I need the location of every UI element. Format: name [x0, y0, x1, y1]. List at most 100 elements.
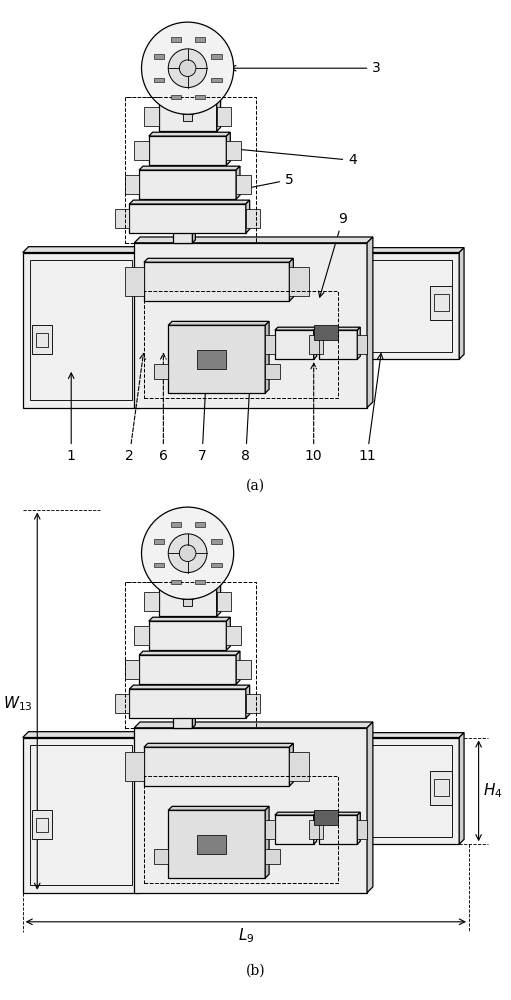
- Circle shape: [179, 60, 196, 76]
- Bar: [134, 728, 367, 893]
- Bar: [318, 815, 357, 844]
- Bar: [265, 849, 280, 864]
- Bar: [125, 97, 256, 243]
- Bar: [30, 260, 132, 400]
- Circle shape: [179, 545, 196, 561]
- Bar: [265, 364, 280, 379]
- Polygon shape: [22, 247, 145, 252]
- Bar: [212, 54, 222, 59]
- Bar: [36, 333, 49, 347]
- Bar: [32, 810, 52, 839]
- Bar: [154, 539, 164, 544]
- Polygon shape: [193, 172, 195, 243]
- Bar: [144, 291, 338, 398]
- Bar: [134, 626, 149, 645]
- Polygon shape: [275, 812, 317, 815]
- Bar: [246, 694, 260, 713]
- Bar: [171, 37, 181, 42]
- Bar: [357, 820, 367, 839]
- Bar: [212, 539, 222, 544]
- Bar: [236, 660, 251, 679]
- Polygon shape: [236, 166, 240, 199]
- Bar: [171, 95, 181, 99]
- Bar: [357, 335, 367, 354]
- Text: (b): (b): [246, 963, 265, 977]
- Bar: [32, 325, 52, 354]
- Text: 8: 8: [241, 373, 253, 463]
- Bar: [314, 325, 338, 340]
- Polygon shape: [314, 327, 317, 359]
- Bar: [149, 621, 226, 650]
- Text: 9: 9: [318, 212, 347, 297]
- Bar: [369, 745, 452, 837]
- Text: $W_{13}$: $W_{13}$: [3, 694, 32, 713]
- Polygon shape: [367, 237, 373, 408]
- Bar: [154, 54, 164, 59]
- Polygon shape: [289, 743, 293, 786]
- Bar: [246, 209, 260, 228]
- Bar: [134, 243, 367, 408]
- Bar: [134, 141, 149, 160]
- Bar: [115, 209, 129, 228]
- Text: 2: 2: [125, 353, 146, 463]
- Bar: [154, 78, 164, 82]
- Polygon shape: [357, 327, 360, 359]
- Text: $L_9$: $L_9$: [238, 927, 254, 945]
- Polygon shape: [158, 583, 221, 587]
- Bar: [22, 738, 139, 893]
- Bar: [314, 820, 323, 839]
- Circle shape: [168, 49, 207, 88]
- Bar: [212, 78, 222, 82]
- Bar: [314, 810, 338, 825]
- Bar: [430, 286, 452, 320]
- Bar: [217, 592, 231, 611]
- Text: $H_4$: $H_4$: [483, 782, 503, 800]
- Bar: [125, 175, 139, 194]
- Polygon shape: [139, 732, 145, 893]
- Text: 10: 10: [305, 363, 322, 463]
- Polygon shape: [168, 321, 269, 325]
- Bar: [309, 335, 318, 354]
- Bar: [129, 204, 246, 233]
- Text: 6: 6: [159, 354, 168, 463]
- Bar: [289, 752, 309, 781]
- Polygon shape: [149, 132, 230, 136]
- Polygon shape: [226, 617, 230, 650]
- Bar: [183, 114, 192, 121]
- Bar: [139, 655, 236, 684]
- Bar: [173, 660, 193, 728]
- Bar: [168, 810, 265, 878]
- Bar: [158, 102, 217, 131]
- Polygon shape: [236, 651, 240, 684]
- Bar: [226, 141, 241, 160]
- Text: 11: 11: [358, 353, 383, 463]
- Bar: [171, 580, 181, 584]
- Text: 4: 4: [206, 144, 357, 167]
- Bar: [115, 694, 129, 713]
- Polygon shape: [246, 200, 250, 233]
- Bar: [171, 522, 181, 527]
- Bar: [149, 136, 226, 165]
- Polygon shape: [149, 617, 230, 621]
- Bar: [125, 752, 144, 781]
- Polygon shape: [139, 651, 240, 655]
- Bar: [217, 107, 231, 126]
- Polygon shape: [22, 732, 145, 738]
- Circle shape: [142, 507, 234, 599]
- Polygon shape: [129, 685, 250, 689]
- Text: 7: 7: [198, 363, 210, 463]
- Bar: [154, 849, 168, 864]
- Bar: [144, 262, 289, 301]
- Polygon shape: [173, 657, 195, 660]
- Polygon shape: [144, 258, 293, 262]
- Polygon shape: [139, 247, 145, 408]
- Bar: [36, 818, 49, 832]
- Polygon shape: [318, 812, 360, 815]
- Polygon shape: [134, 722, 373, 728]
- Polygon shape: [289, 258, 293, 301]
- Polygon shape: [134, 237, 373, 243]
- Bar: [125, 267, 144, 296]
- Circle shape: [168, 534, 207, 573]
- Bar: [144, 592, 158, 611]
- Bar: [144, 747, 289, 786]
